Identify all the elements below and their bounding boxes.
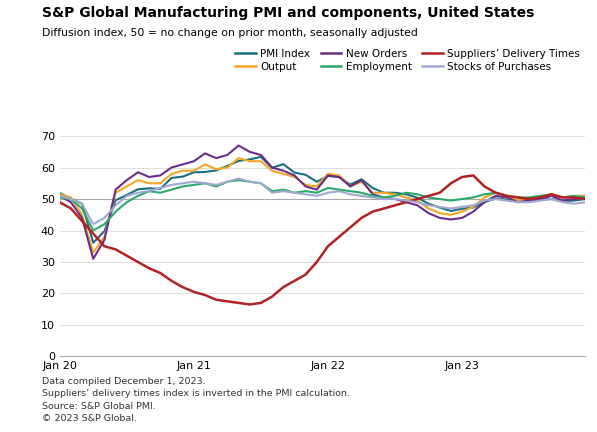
Legend: PMI Index, Output, New Orders, Employment, Suppliers’ Delivery Times, Stocks of : PMI Index, Output, New Orders, Employmen… — [235, 49, 580, 72]
Text: Data compiled December 1, 2023.
Suppliers’ delivery times index is inverted in t: Data compiled December 1, 2023. Supplier… — [42, 377, 350, 423]
Text: S&P Global Manufacturing PMI and components, United States: S&P Global Manufacturing PMI and compone… — [42, 6, 534, 20]
Text: Diffusion index, 50 = no change on prior month, seasonally adjusted: Diffusion index, 50 = no change on prior… — [42, 28, 418, 38]
